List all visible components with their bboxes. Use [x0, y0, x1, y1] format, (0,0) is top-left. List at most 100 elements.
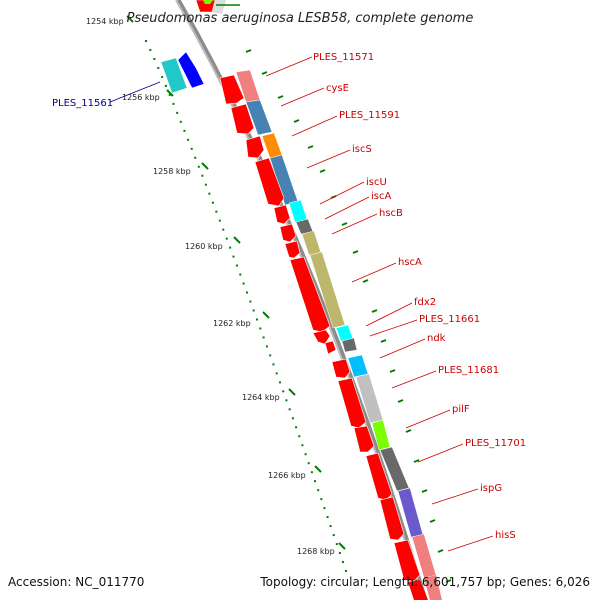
- ruler-dot: [341, 561, 344, 564]
- forward-gene-arrow: [279, 223, 297, 243]
- gene-label-leader: [417, 443, 464, 463]
- backbone-tick: [429, 519, 436, 523]
- genome-summary-text: Topology: circular; Length: 6,601,757 bp…: [259, 575, 590, 589]
- forward-gene-arrow: [284, 240, 301, 259]
- forward-gene-arrows: [219, 74, 428, 600]
- gene-label-leader: [391, 370, 437, 389]
- backbone-tick: [277, 95, 284, 99]
- ruler-dot: [298, 435, 301, 438]
- gene-label-leader: [447, 535, 494, 552]
- ruler-tick-label: 1260 kbp: [185, 242, 223, 251]
- backbone-tick: [293, 119, 300, 123]
- ruler-dot: [157, 66, 160, 69]
- ruler-tick-label: 1254 kbp: [86, 17, 124, 26]
- forward-gene-arrow: [230, 103, 255, 135]
- reverse-gene-track: PLES_11561: [52, 51, 205, 109]
- ruler-dot: [183, 129, 186, 132]
- ruler-tick: [201, 162, 209, 170]
- ruler-dot: [295, 426, 298, 429]
- ruler-dot: [176, 111, 179, 114]
- ruler-dot: [194, 156, 197, 159]
- gene-label: iscU: [366, 177, 387, 188]
- gene-label-leader: [431, 488, 479, 505]
- gene-label-leader: [265, 56, 313, 77]
- backbone-tick: [397, 399, 404, 403]
- gene-label: hscB: [379, 208, 403, 219]
- gene-label: PLES_11571: [313, 52, 374, 63]
- ruler-dot: [232, 255, 235, 258]
- ruler-dot: [168, 93, 171, 96]
- backbone-tick: [380, 339, 387, 343]
- reverse-gene-arrow: [177, 51, 205, 89]
- ruler-dot: [252, 309, 255, 312]
- ruler-dot: [272, 363, 275, 366]
- gene-label: hscA: [398, 257, 422, 268]
- ruler-dot: [275, 372, 278, 375]
- forward-gene-arrow: [365, 452, 393, 501]
- forward-gene-arrow: [312, 329, 331, 345]
- forward-gene-arrow: [331, 358, 351, 379]
- gene-label: pilF: [452, 404, 470, 415]
- cog-box: [288, 199, 308, 223]
- gene-label: iscS: [352, 144, 372, 155]
- gene-label-leader: [306, 149, 351, 169]
- ruler-dot: [265, 345, 268, 348]
- ruler-dot: [278, 381, 281, 384]
- cog-box: [341, 337, 358, 353]
- gene-label-leader: [365, 302, 413, 327]
- ruler-dot: [285, 399, 288, 402]
- gene-label: fdx2: [414, 297, 436, 308]
- ruler-dot: [218, 219, 221, 222]
- ruler-tick-label: 1268 kbp: [297, 547, 335, 556]
- ruler-dot: [208, 192, 211, 195]
- gene-labels: PLES_11571 cysE PLES_11591 iscS iscU iscA hscB…: [265, 52, 526, 552]
- gene-label: ndk: [427, 333, 446, 344]
- gene-label: PLES_11591: [339, 110, 400, 121]
- ruler-dot: [246, 291, 249, 294]
- ruler-dot: [239, 273, 242, 276]
- ruler-dotted-track: [145, 40, 347, 572]
- gene-label: cysE: [326, 83, 349, 94]
- ruler-tick: [233, 236, 241, 244]
- ruler-tick: [166, 89, 174, 97]
- cog-box: [371, 419, 391, 451]
- gene-label-leader: [291, 115, 338, 137]
- gene-label-leader: [369, 319, 418, 337]
- gene-label-leader: [280, 87, 325, 107]
- ruler-dot: [288, 408, 291, 411]
- ruler-dot: [249, 300, 252, 303]
- ruler-dot: [307, 462, 310, 465]
- ruler-dot: [323, 507, 326, 510]
- forward-gene-arrow: [379, 496, 405, 541]
- ruler-dot: [145, 40, 147, 42]
- ruler-tick: [338, 542, 346, 550]
- ruler-tick: [288, 388, 296, 396]
- backbone-tick: [421, 489, 428, 493]
- ruler-dot: [320, 498, 323, 501]
- ruler-dot: [222, 228, 225, 231]
- cog-box: [301, 230, 322, 256]
- gene-label-leader: [379, 338, 426, 359]
- backbone-tick: [362, 279, 369, 283]
- cog-box: [261, 132, 283, 159]
- backbone-tick: [389, 369, 396, 373]
- gene-label-ples-11561: PLES_11561: [52, 98, 113, 109]
- reverse-label-leader: [109, 81, 161, 103]
- forward-gene-arrow: [337, 377, 367, 429]
- ruler-dot: [345, 570, 347, 572]
- forward-gene-arrow: [245, 135, 265, 159]
- gene-label: PLES_11661: [419, 314, 480, 325]
- ruler-dot: [317, 489, 320, 492]
- forward-gene-arrow: [254, 157, 285, 207]
- ruler-dot: [229, 246, 232, 249]
- forward-gene-arrow: [219, 74, 245, 105]
- ruler-dot: [190, 147, 193, 150]
- forward-gene-arrow: [393, 539, 421, 582]
- ruler-dot: [201, 174, 204, 177]
- ruler-dot: [172, 102, 175, 105]
- ruler-dot: [310, 471, 313, 474]
- top-partial-features: [195, 0, 240, 14]
- gene-label: PLES_11701: [465, 438, 526, 449]
- ruler-dot: [304, 453, 307, 456]
